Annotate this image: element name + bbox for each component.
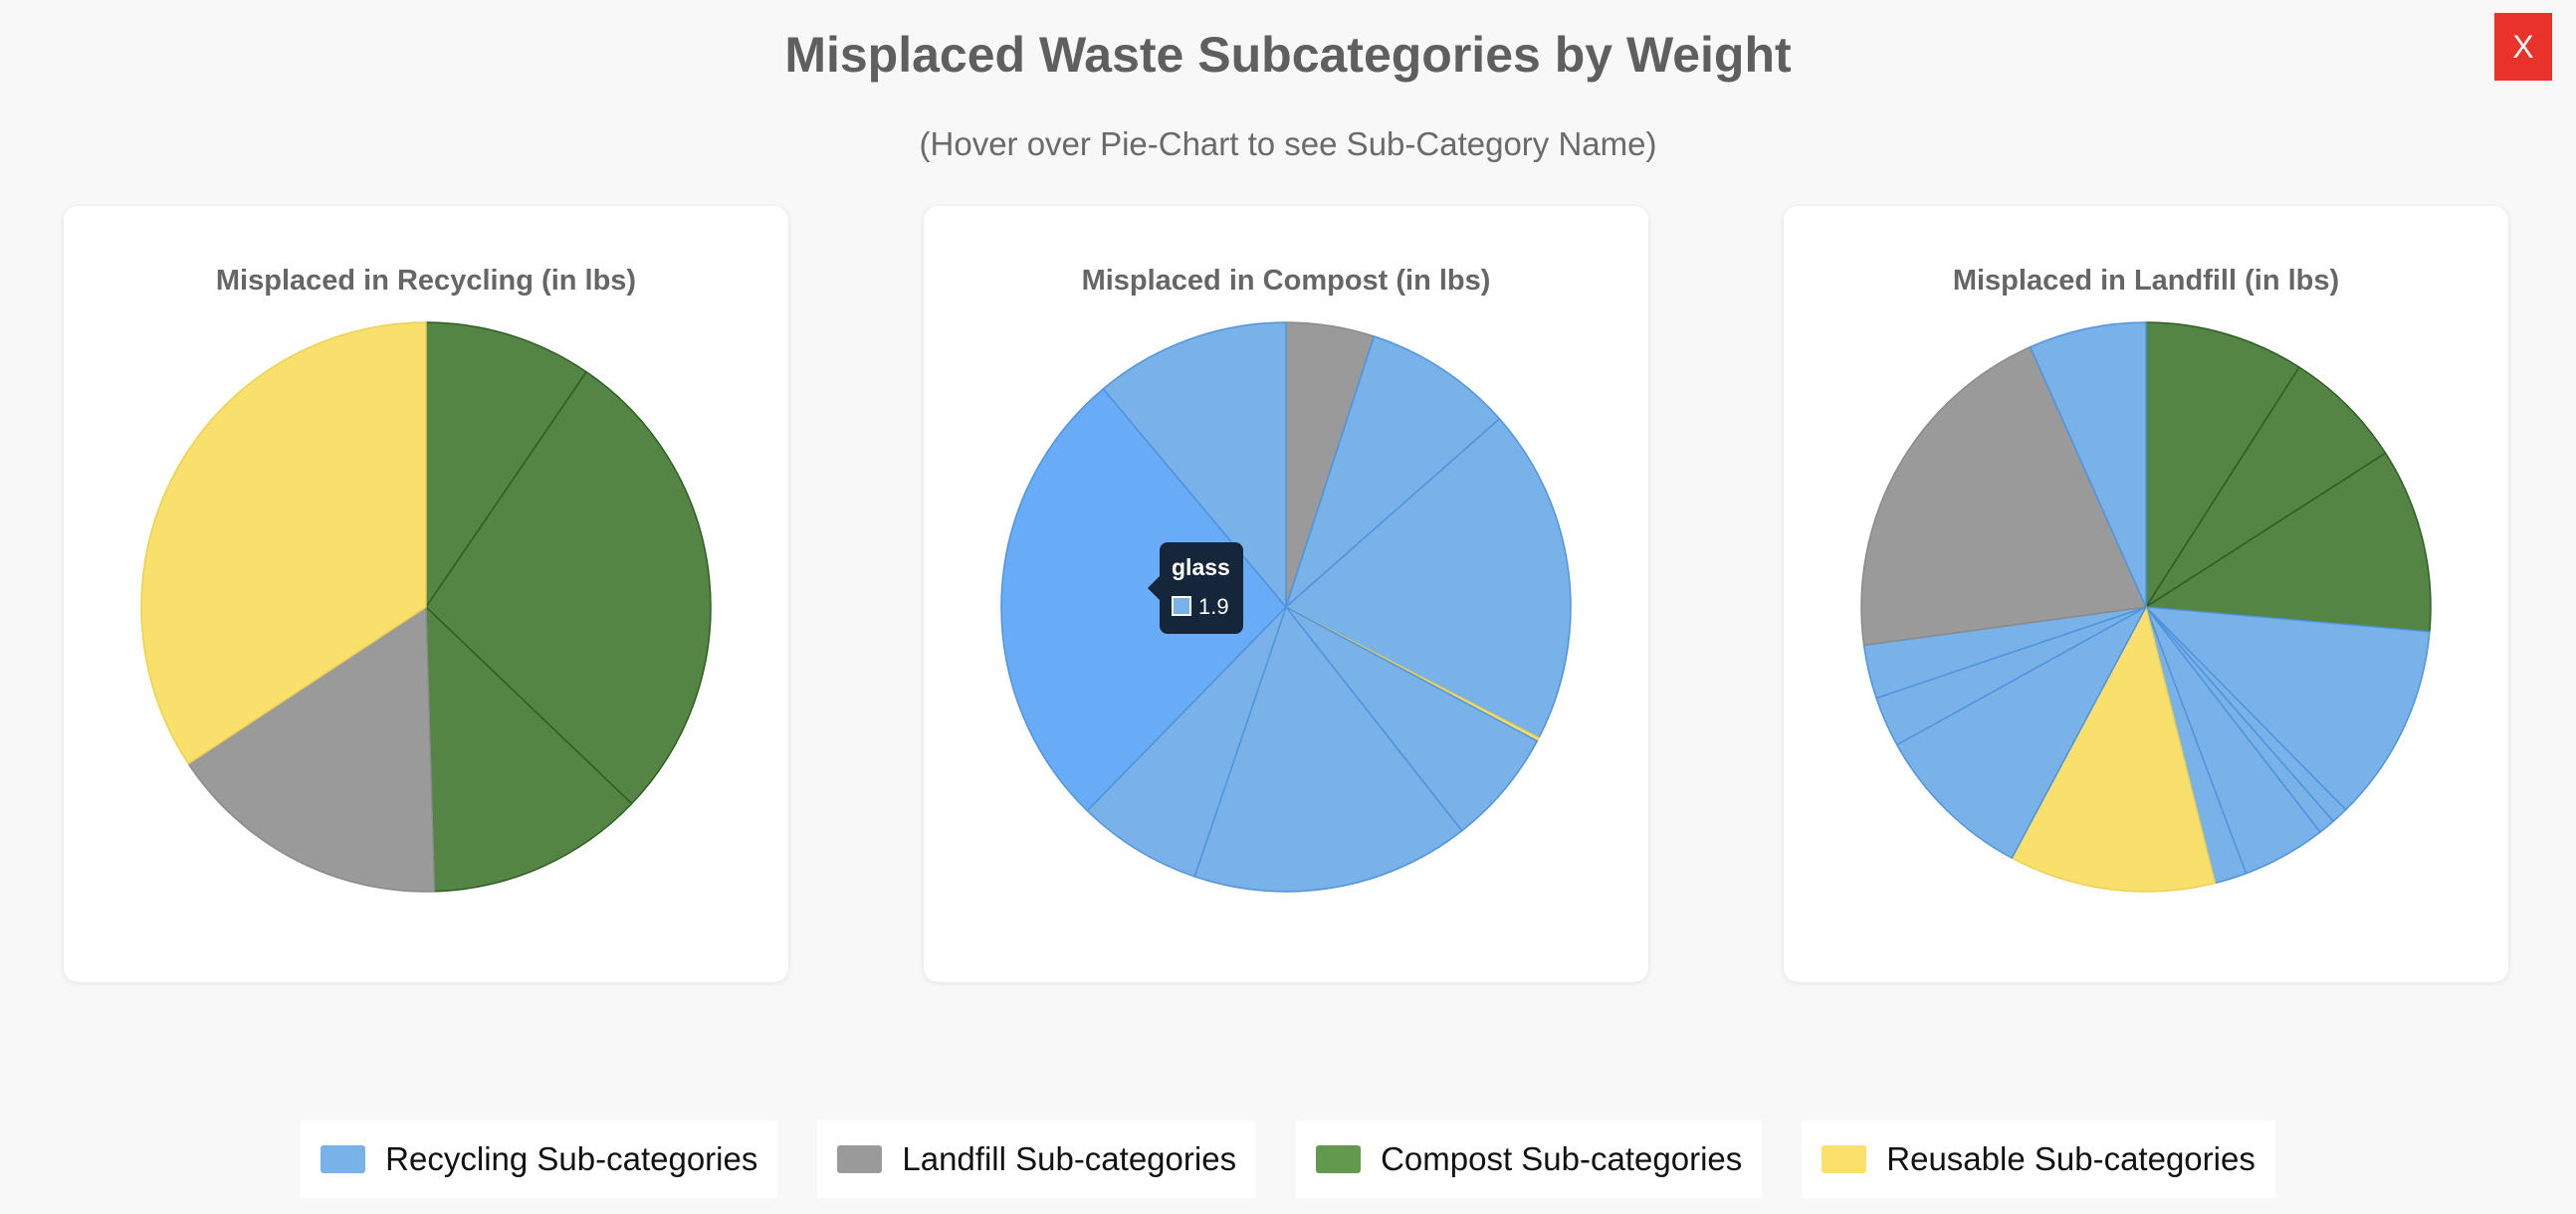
pie-slice-recycling[interactable] <box>1285 418 1572 739</box>
recycling-pie-chart[interactable] <box>64 206 788 982</box>
pie-slice-recycling[interactable] <box>2029 321 2147 608</box>
tooltip-arrow <box>1148 576 1160 600</box>
legend-swatch <box>837 1145 883 1173</box>
pie-slice-recycling[interactable] <box>1086 606 1287 878</box>
page-title: Misplaced Waste Subcategories by Weight <box>784 27 1792 83</box>
legend-item-landfill[interactable]: Landfill Sub-categories <box>817 1120 1257 1198</box>
legend-swatch <box>1822 1145 1867 1173</box>
legend-item-compost[interactable]: Compost Sub-categories <box>1296 1120 1763 1198</box>
landfill-pie-chart[interactable] <box>1784 206 2508 982</box>
tooltip-value: 1.9 <box>1198 594 1229 619</box>
legend-label: Landfill Sub-categories <box>902 1140 1237 1177</box>
tooltip-title: glass <box>1172 554 1230 580</box>
pie-slice-recycling[interactable] <box>1896 606 2147 859</box>
pie-slice-recycling[interactable] <box>1000 388 1287 812</box>
legend-item-reusable[interactable]: Reusable Sub-categories <box>1802 1120 2275 1198</box>
pie-slice-recycling[interactable] <box>2145 606 2431 811</box>
pie-slice-reusable[interactable] <box>2011 606 2217 893</box>
chart-title: Misplaced in Recycling (in lbs) <box>215 265 637 297</box>
pie-slice-compost[interactable] <box>2145 452 2432 633</box>
legend: Recycling Sub-categories Landfill Sub-ca… <box>0 1120 2576 1198</box>
compost-pie-chart[interactable] <box>924 206 1648 982</box>
pie-slice-compost[interactable] <box>2145 366 2387 608</box>
chart-title: Misplaced in Landfill (in lbs) <box>1952 265 2340 297</box>
pie-slice-recycling[interactable] <box>1193 606 1463 893</box>
landfill-chart-card: Misplaced in Landfill (in lbs) <box>1784 206 2508 982</box>
chart-tooltip: glass 1.9 <box>1148 542 1243 634</box>
page-subtitle: (Hover over Pie-Chart to see Sub-Categor… <box>919 125 1657 162</box>
pie-slice-compost[interactable] <box>425 606 633 893</box>
pie-slice-recycling[interactable] <box>1285 335 1501 608</box>
close-button[interactable]: X <box>2494 13 2552 81</box>
pie-slice-compost[interactable] <box>425 321 587 608</box>
pie-slice-reusable[interactable] <box>140 321 427 765</box>
tooltip-swatch <box>1172 596 1191 616</box>
legend-label: Reusable Sub-categories <box>1886 1140 2255 1177</box>
compost-chart-card: Misplaced in Compost (in lbs) <box>924 206 1648 982</box>
chart-title: Misplaced in Compost (in lbs) <box>1081 265 1491 297</box>
legend-label: Recycling Sub-categories <box>385 1140 758 1177</box>
legend-swatch <box>1316 1145 1362 1173</box>
legend-label: Compost Sub-categories <box>1381 1140 1743 1177</box>
legend-swatch <box>321 1145 366 1173</box>
pie-slice-landfill[interactable] <box>187 606 436 893</box>
legend-item-recycling[interactable]: Recycling Sub-categories <box>301 1120 778 1198</box>
pie-slice-compost[interactable] <box>425 370 712 805</box>
pie-slice-recycling[interactable] <box>1102 321 1287 608</box>
pie-slice-compost[interactable] <box>2145 321 2300 608</box>
recycling-chart-card: Misplaced in Recycling (in lbs) <box>64 206 788 982</box>
pie-slice-landfill[interactable] <box>1860 345 2147 647</box>
pie-slice-recycling[interactable] <box>1285 606 1539 832</box>
